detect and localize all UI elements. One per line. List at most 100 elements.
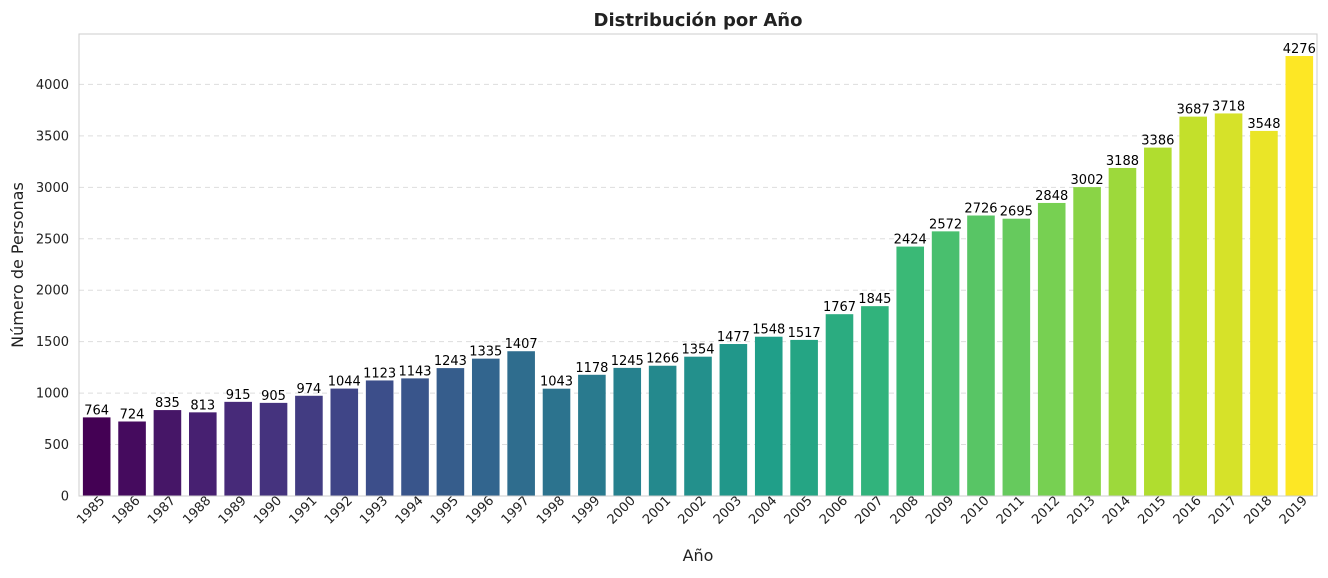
x-tick-label: 2019 [1277,494,1311,528]
bar [578,374,606,496]
x-tick-label: 2009 [923,494,957,528]
x-tick-label: 1985 [74,494,108,528]
bar [648,365,677,496]
x-tick-label: 2010 [958,494,992,528]
x-tick-label: 1988 [180,494,214,528]
bar [1250,130,1278,496]
bar [861,306,889,496]
x-tick-label: 2014 [1100,494,1134,528]
plot-frame [78,33,1318,497]
x-tick-label: 1991 [286,494,320,528]
bar [153,410,182,496]
x-tick-label: 2008 [888,494,922,528]
bar-value-label: 915 [226,388,251,403]
bar [613,367,642,496]
x-tick-label: 1992 [322,494,356,528]
x-tick-label: 2011 [994,494,1028,528]
x-tick-label: 2015 [1135,494,1169,528]
bar-value-label: 3687 [1177,103,1210,118]
bar-value-label: 3386 [1141,134,1174,149]
y-tick-label: 4000 [36,78,69,93]
bar-value-label: 3002 [1071,173,1104,188]
bar-value-label: 1043 [540,375,573,390]
bar-value-label: 1143 [398,364,431,379]
x-tick-label: 2000 [605,494,639,528]
bar-value-label: 1178 [575,361,608,376]
bar [471,358,500,496]
x-tick-label: 1990 [251,494,285,528]
bar [790,339,818,496]
bar-value-label: 3718 [1212,99,1245,114]
x-tick-label: 1996 [463,494,497,528]
bar-value-label: 1266 [646,352,679,367]
bar [1037,202,1066,497]
x-tick-label: 2004 [746,494,780,528]
y-tick-label: 500 [44,438,69,453]
bar-value-label: 3548 [1247,117,1280,132]
bar-value-label: 905 [261,389,286,404]
y-tick-label: 3000 [36,181,69,196]
bar [1108,167,1137,496]
bar-value-label: 2424 [894,233,927,248]
x-tick-label: 2007 [852,494,886,528]
x-tick-label: 1986 [110,494,144,528]
bar [542,388,571,496]
bar [1002,218,1031,497]
bar-value-label: 764 [84,403,109,418]
bar-value-label: 813 [190,398,215,413]
bar-value-label: 1477 [717,330,750,345]
bar-value-label: 1548 [752,323,785,338]
bar-value-label: 1123 [363,366,396,381]
x-tick-label: 1994 [393,494,427,528]
bar-value-label: 724 [120,408,145,423]
x-tick-label: 1998 [534,494,568,528]
x-tick-label: 2016 [1171,494,1205,528]
x-tick-label: 2002 [676,494,710,528]
bar-value-label: 1243 [434,354,467,369]
bar [754,336,783,496]
bar-value-label: 2726 [964,202,997,217]
bar [719,344,748,496]
y-tick-label: 2000 [36,284,69,299]
bar [1285,56,1314,497]
bar [224,401,252,496]
bar-value-label: 1354 [681,343,714,358]
x-tick-label: 2006 [817,494,851,528]
bar-value-label: 1517 [788,326,821,341]
bar-value-label: 835 [155,396,180,411]
bar-value-label: 2572 [929,217,962,232]
x-tick-label: 2018 [1241,494,1275,528]
bar-value-label: 1335 [469,345,502,360]
bar [1144,147,1172,496]
bar [1179,116,1207,497]
bar [931,231,960,497]
chart-title: Distribución por Año [594,10,803,31]
bar [118,421,146,496]
x-tick-label: 2017 [1206,494,1240,528]
x-tick-label: 1993 [357,494,391,528]
bar [896,246,925,496]
bar [825,314,854,496]
bar [1073,187,1101,496]
bar [295,395,323,496]
bar-value-label: 4276 [1283,42,1316,57]
bar-value-label: 1044 [328,375,361,390]
x-tick-label: 2012 [1029,494,1063,528]
bar [436,368,465,496]
y-tick-label: 2500 [36,232,69,247]
x-tick-label: 2003 [711,494,745,528]
bar-value-label: 2695 [1000,205,1033,220]
y-tick-label: 1000 [36,387,69,402]
x-tick-label: 1989 [216,494,250,528]
bar-value-label: 1245 [611,354,644,369]
x-axis-label: Año [683,546,714,565]
x-tick-label: 2005 [782,494,816,528]
bar [330,388,359,496]
bar-value-label: 1407 [505,337,538,352]
y-axis-label: Número de Personas [8,182,27,348]
bar [82,417,111,496]
bar [967,215,995,496]
y-tick-label: 3500 [36,129,69,144]
